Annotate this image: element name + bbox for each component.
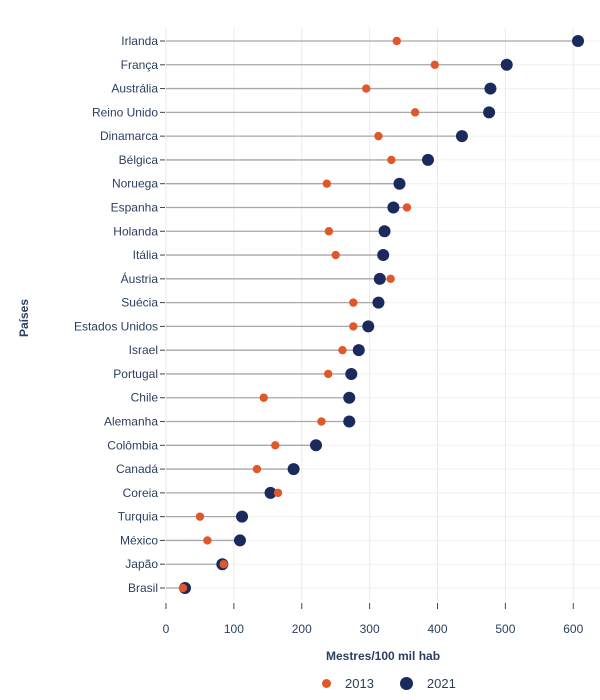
point-2021 (362, 320, 375, 333)
point-2013 (374, 131, 383, 141)
legend-item-2021[interactable]: 2021 (399, 676, 456, 691)
point-2013 (362, 84, 371, 93)
point-2013 (410, 108, 420, 117)
point-2013 (386, 274, 395, 284)
legend-label-2013: 2013 (345, 676, 374, 691)
point-2021 (343, 391, 356, 404)
x-tick-label: 500 (495, 622, 515, 636)
x-axis: 0 100 200 300 400 500 600 (163, 603, 584, 636)
point-2013 (203, 536, 212, 545)
point-2021 (233, 534, 246, 547)
y-tick-label: França (121, 58, 159, 72)
point-2013 (271, 441, 280, 450)
legend-label-2021: 2021 (426, 676, 456, 691)
x-tick-label: 400 (427, 622, 447, 636)
x-tick-label: 0 (163, 622, 170, 636)
point-2021 (264, 486, 277, 499)
point-2021 (343, 415, 356, 428)
y-tick-label: Estados Unidos (74, 319, 158, 333)
y-tick-label: Chile (131, 391, 159, 405)
point-2021 (377, 249, 390, 262)
point-2021 (373, 272, 386, 285)
point-2013 (349, 298, 358, 307)
y-tick-label: Colômbia (107, 438, 158, 452)
point-2021 (483, 106, 496, 119)
point-2021 (455, 130, 468, 143)
x-tick-label: 600 (563, 622, 583, 636)
x-axis-title: Mestres/100 mil hab (326, 649, 440, 663)
y-tick-label: Portugal (113, 367, 158, 381)
y-tick-label: Holanda (113, 224, 158, 238)
y-tick-label: Espanha (111, 200, 159, 214)
y-axis-title: Países (17, 299, 31, 337)
y-tick-label: Itália (133, 248, 159, 262)
point-2021 (387, 201, 400, 214)
y-tick-label: Japão (125, 557, 158, 571)
data-points (178, 35, 584, 594)
y-tick-label: Noruega (112, 177, 158, 191)
point-2013 (195, 512, 205, 521)
point-2013 (324, 227, 334, 236)
point-2021 (572, 35, 584, 47)
point-2021 (352, 344, 365, 357)
point-2021 (393, 177, 406, 190)
point-2013 (392, 36, 401, 46)
point-2021 (421, 153, 434, 166)
point-2013 (178, 583, 188, 593)
point-2013 (402, 203, 412, 212)
point-2021 (287, 463, 300, 476)
y-tick-label: Dinamarca (100, 129, 158, 143)
y-axis: Irlanda França Austrália Reino Unido Dinamar… (74, 34, 165, 595)
point-2021 (310, 439, 323, 452)
point-2013 (317, 417, 326, 426)
y-tick-label: México (120, 533, 158, 547)
y-tick-label: Israel (129, 343, 158, 357)
point-2021 (345, 367, 358, 380)
point-2021 (372, 296, 385, 309)
connector-lines (166, 40, 578, 589)
y-tick-label: Reino Unido (92, 105, 158, 119)
y-tick-label: Bélgica (119, 153, 159, 167)
point-2013 (387, 155, 396, 165)
point-2013 (273, 488, 283, 498)
x-tick-label: 200 (292, 622, 312, 636)
point-2013 (259, 393, 268, 402)
y-tick-label: Coreia (123, 486, 159, 500)
y-tick-label: Brasil (128, 581, 158, 595)
legend: 2013 2021 (322, 676, 482, 691)
y-tick-label: Turquia (118, 510, 159, 524)
y-tick-label: Áustria (121, 271, 159, 286)
point-2013 (349, 322, 358, 331)
point-2013 (331, 250, 340, 260)
y-tick-label: Canadá (116, 462, 158, 476)
point-2021 (484, 82, 497, 95)
grid-lines (165, 28, 600, 600)
legend-item-2013[interactable]: 2013 (322, 676, 374, 691)
y-tick-label: Alemanha (104, 415, 158, 429)
point-2021 (500, 58, 513, 71)
x-tick-label: 300 (360, 622, 380, 636)
point-2013 (324, 369, 333, 379)
legend-marker-2021 (399, 677, 413, 690)
point-2013 (338, 345, 347, 355)
point-2013 (430, 60, 439, 69)
point-2013 (322, 179, 332, 188)
point-2013 (252, 464, 262, 474)
y-tick-label: Suécia (121, 296, 158, 310)
y-tick-label: Austrália (111, 82, 158, 96)
legend-marker-2013 (322, 679, 331, 688)
x-tick-label: 100 (224, 622, 244, 636)
point-2021 (378, 225, 391, 238)
point-2013 (219, 560, 228, 569)
y-tick-label: Irlanda (121, 34, 158, 48)
point-2021 (236, 510, 249, 523)
